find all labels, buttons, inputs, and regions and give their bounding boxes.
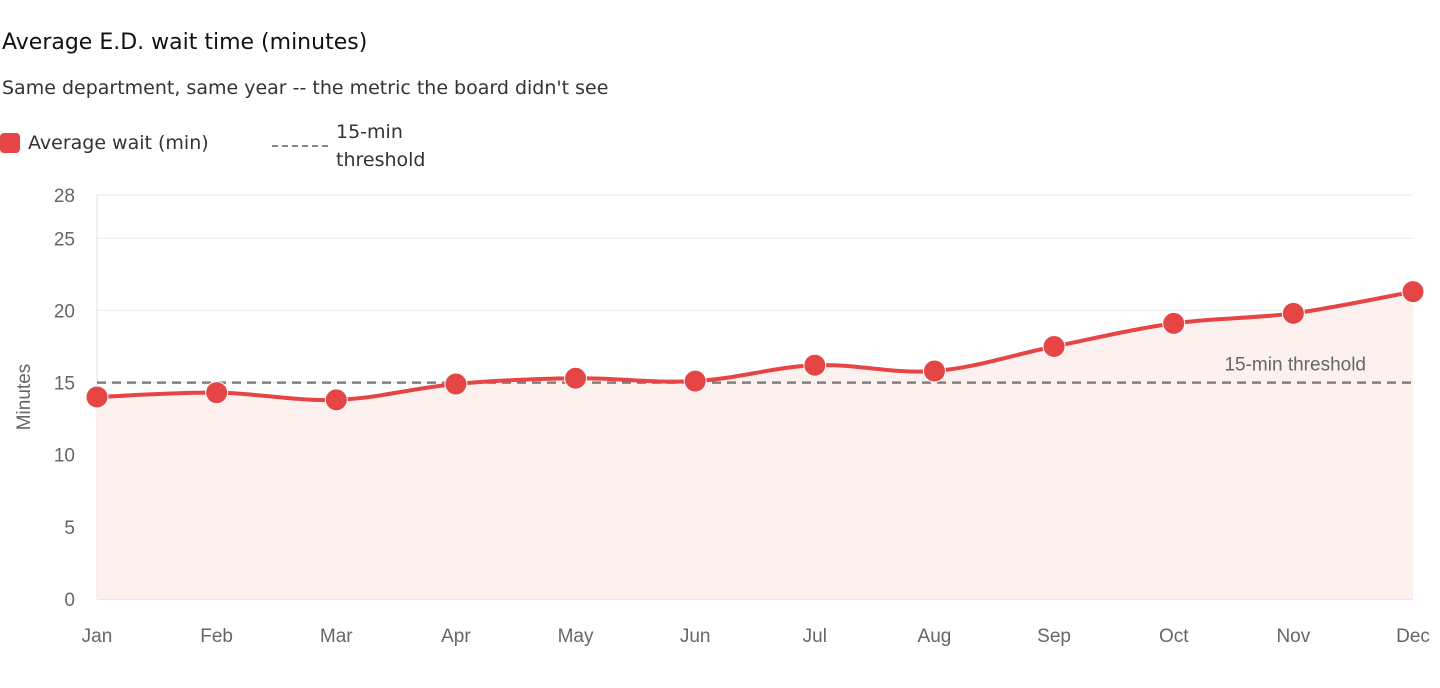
- legend-item-threshold[interactable]: 15-min threshold: [272, 118, 425, 174]
- data-point-nov: [1281, 301, 1305, 325]
- y-axis-title: Minutes: [14, 364, 35, 431]
- y-tick-label: 15: [54, 374, 75, 395]
- x-tick-label: Apr: [441, 626, 471, 647]
- data-point-apr: [444, 372, 468, 396]
- y-tick-label: 10: [54, 446, 75, 467]
- threshold-label: 15-min threshold: [1224, 355, 1366, 376]
- data-point-may: [564, 366, 588, 390]
- x-tick-label: Feb: [200, 626, 233, 647]
- data-point-jan: [85, 385, 109, 409]
- x-tick-label: Mar: [320, 626, 353, 647]
- y-tick-label: 0: [64, 590, 75, 611]
- x-tick-label: Sep: [1037, 626, 1071, 647]
- x-tick-label: Nov: [1276, 626, 1310, 647]
- legend-label-average-wait: Average wait (min): [28, 132, 209, 154]
- x-tick-label: Jun: [680, 626, 711, 647]
- legend-dash-threshold: [272, 145, 328, 147]
- x-tick-label: Jul: [803, 626, 827, 647]
- x-tick-label: Dec: [1396, 626, 1430, 647]
- y-tick-label: 28: [54, 186, 75, 207]
- y-tick-label: 5: [64, 518, 75, 539]
- x-tick-label: May: [558, 626, 594, 647]
- legend-swatch-red: [0, 133, 20, 153]
- x-tick-label: Jan: [82, 626, 113, 647]
- x-tick-label: Aug: [918, 626, 952, 647]
- chart-title: Average E.D. wait time (minutes): [2, 30, 368, 55]
- y-tick-label: 20: [54, 301, 75, 322]
- data-point-aug: [922, 359, 946, 383]
- data-point-dec: [1401, 280, 1425, 304]
- data-point-oct: [1162, 311, 1186, 335]
- series-area-fill: [97, 291, 1413, 599]
- data-point-feb: [205, 381, 229, 405]
- legend-item-average-wait[interactable]: Average wait (min): [0, 132, 209, 154]
- data-point-jul: [803, 353, 827, 377]
- y-tick-label: 25: [54, 229, 75, 250]
- chart-subtitle: Same department, same year -- the metric…: [2, 77, 609, 99]
- data-point-sep: [1042, 335, 1066, 358]
- data-point-jun: [683, 369, 707, 393]
- data-point-mar: [324, 388, 348, 412]
- x-tick-label: Oct: [1159, 626, 1189, 647]
- legend-label-threshold: 15-min threshold: [336, 121, 426, 171]
